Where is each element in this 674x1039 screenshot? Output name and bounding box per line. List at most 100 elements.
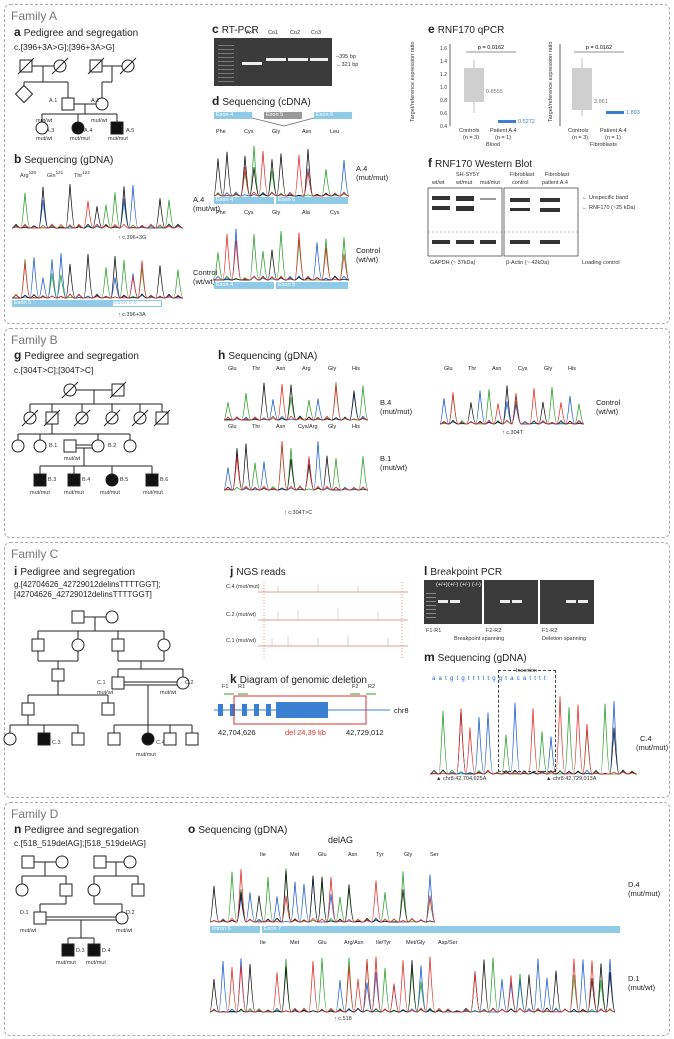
chromatogram-h-b4 bbox=[223, 381, 369, 421]
qpcr-p2: p = 0.0162 bbox=[586, 45, 612, 51]
ped-c2: C.2 bbox=[185, 680, 194, 686]
h-sample1-gt: (mut/mut) bbox=[380, 407, 413, 416]
h-sample1: B.4 bbox=[380, 398, 392, 407]
panel-i-variant2: [42704626_42729012delinsTTTTGGT] bbox=[14, 590, 152, 599]
trace-t bbox=[213, 151, 350, 197]
o-intron-bar: Intron 6 bbox=[210, 926, 260, 933]
qpcr-p1: p = 0.0162 bbox=[478, 45, 504, 51]
bp-p3: F1-R2 bbox=[542, 628, 558, 634]
d-splice-lines bbox=[251, 117, 315, 127]
chromatogram-h-b1 bbox=[223, 441, 369, 491]
ped-d3: D.3 bbox=[76, 948, 85, 954]
h-sample3-gt: (wt/wt) bbox=[596, 407, 619, 416]
trace-t bbox=[439, 388, 585, 425]
d-sample1-gt: (mut/mut) bbox=[356, 173, 389, 182]
panel-g-title: g Pedigree and segregation bbox=[14, 348, 139, 362]
del-r1: R1 bbox=[238, 684, 246, 690]
h-aa-row3: Glu Thr Asn Cys Gly His bbox=[444, 366, 576, 372]
panel-a-title: a Pedigree and segregation bbox=[14, 25, 139, 39]
h-aa-row2: Glu Thr Asn Cys/Arg Gly His bbox=[228, 424, 360, 430]
bp-gt1: (+/+) bbox=[436, 582, 448, 588]
deletion-diagram bbox=[214, 693, 390, 725]
qpcr-c4: Patient A.4 bbox=[600, 128, 627, 134]
m-sample: C.4 bbox=[640, 734, 652, 743]
ped-d1-gt: mut/wt bbox=[20, 928, 37, 934]
qpcr-box-controls bbox=[464, 68, 484, 102]
wb-h7: Fibroblast bbox=[545, 172, 570, 178]
o-arrow: ↑ c.518 bbox=[334, 1016, 352, 1022]
del-f1: F1 bbox=[222, 684, 229, 690]
qpcr-t2: Fibroblasts bbox=[590, 142, 617, 148]
ngs-r2: C.2 (mut/wt) bbox=[226, 612, 256, 618]
ped-b5-gt: mut/mut bbox=[100, 490, 120, 496]
ped-c2-gt: mut/wt bbox=[160, 690, 177, 696]
qpcr-c1n: (n = 3) bbox=[463, 135, 480, 141]
qpcr-tick-5: 0.8 bbox=[440, 98, 447, 104]
chromatogram-h-control bbox=[439, 385, 585, 425]
d-exon4: Exon 4 bbox=[214, 112, 252, 119]
d-bar3: Exon 4 bbox=[214, 282, 274, 289]
bp-lane1: C.4 bbox=[436, 574, 445, 580]
ped-b2: B.2 bbox=[108, 443, 117, 449]
qpcr-c2: Patient A.4 bbox=[490, 128, 517, 134]
rtpcr-lane1: A.4 bbox=[246, 30, 255, 36]
trace-t bbox=[223, 441, 369, 491]
ped-b1: B.1 bbox=[49, 443, 58, 449]
trace-c bbox=[209, 958, 616, 1013]
qpcr-tick-2: 1.4 bbox=[440, 59, 447, 65]
ped-d4-gt: mut/mut bbox=[86, 960, 106, 966]
ped-d1: D.1 bbox=[20, 910, 29, 916]
ped-a5-gt: mut/mut bbox=[108, 136, 128, 142]
del-end: 42,729,012 bbox=[346, 728, 384, 737]
b-sample2-gt: (wt/wt) bbox=[193, 277, 216, 286]
panel-n-variant: c.[518_519delAG];[518_519delAG] bbox=[14, 838, 146, 848]
qpcr-v1: 0.8555 bbox=[486, 89, 503, 95]
d-sample2-gt: (wt/wt) bbox=[356, 255, 379, 264]
ped-b3-gt: mut/mut bbox=[30, 490, 50, 496]
o-sample2-gt: (mut/wt) bbox=[628, 983, 656, 992]
h-sample2: B.1 bbox=[380, 454, 392, 463]
panel-d-title: d Sequencing (cDNA) bbox=[212, 94, 311, 108]
trace-a bbox=[213, 145, 350, 197]
wb-h2: wt/wt bbox=[432, 180, 445, 186]
bp-p2: F2-R2 bbox=[486, 628, 502, 634]
bp-cap1: Breakpoint spanning bbox=[454, 636, 505, 642]
family-c-section: Family C bbox=[4, 542, 670, 798]
wb-r1: ← Unspecific band bbox=[582, 195, 629, 201]
trace-g bbox=[11, 184, 184, 229]
ped-d2-gt: mut/wt bbox=[116, 928, 133, 934]
chromatogram-b-control bbox=[11, 253, 184, 299]
panel-n-title: n Pedigree and segregation bbox=[14, 822, 139, 836]
ped-b6-gt: mut/mut bbox=[143, 490, 163, 496]
ped-c4-gt: mut/mut bbox=[136, 752, 156, 758]
wb-h1: SH-SY5Y bbox=[456, 172, 480, 178]
panel-h-title: h Sequencing (gDNA) bbox=[218, 348, 318, 362]
ped-a2-gt: mut/wt bbox=[91, 118, 108, 124]
bp-gels bbox=[424, 580, 660, 626]
family-b-section: Family B bbox=[4, 328, 670, 538]
h-arrow1: ↑ c.304T>C bbox=[284, 510, 313, 516]
b-aa3: Thr122 bbox=[74, 170, 90, 179]
panel-l-title: l Breakpoint PCR bbox=[424, 564, 503, 578]
wb-l3: Loading control bbox=[582, 260, 620, 266]
ngs-r1: C.4 (mut/mut) bbox=[226, 584, 260, 590]
ped-a1-gt: mut/wt bbox=[36, 118, 53, 124]
chromatogram-d-control bbox=[213, 228, 350, 281]
trace-t bbox=[11, 260, 184, 299]
o-sample2: D.1 bbox=[628, 974, 640, 983]
b-arrow2: ↑ c.396+3A bbox=[118, 312, 146, 318]
b-sample2: Control bbox=[193, 268, 218, 277]
wb-h3: wt/mut bbox=[456, 180, 473, 186]
ped-b6: B.6 bbox=[160, 477, 169, 483]
ped-d3-gt: mut/mut bbox=[56, 960, 76, 966]
family-a-title: Family A bbox=[11, 9, 58, 23]
chromatogram-b-a4 bbox=[11, 184, 184, 229]
o-sample1-gt: (mut/mut) bbox=[628, 889, 661, 898]
ped-a5: A.5 bbox=[126, 128, 135, 134]
d-exon6: Exon 6 bbox=[314, 112, 352, 119]
ped-a4: A.4 bbox=[84, 128, 93, 134]
panel-k-title: k Diagram of genomic deletion bbox=[230, 672, 367, 686]
d-bar1: Exon 4 bbox=[214, 197, 274, 204]
ped-c3: C.3 bbox=[52, 740, 61, 746]
trace-a bbox=[223, 381, 369, 421]
